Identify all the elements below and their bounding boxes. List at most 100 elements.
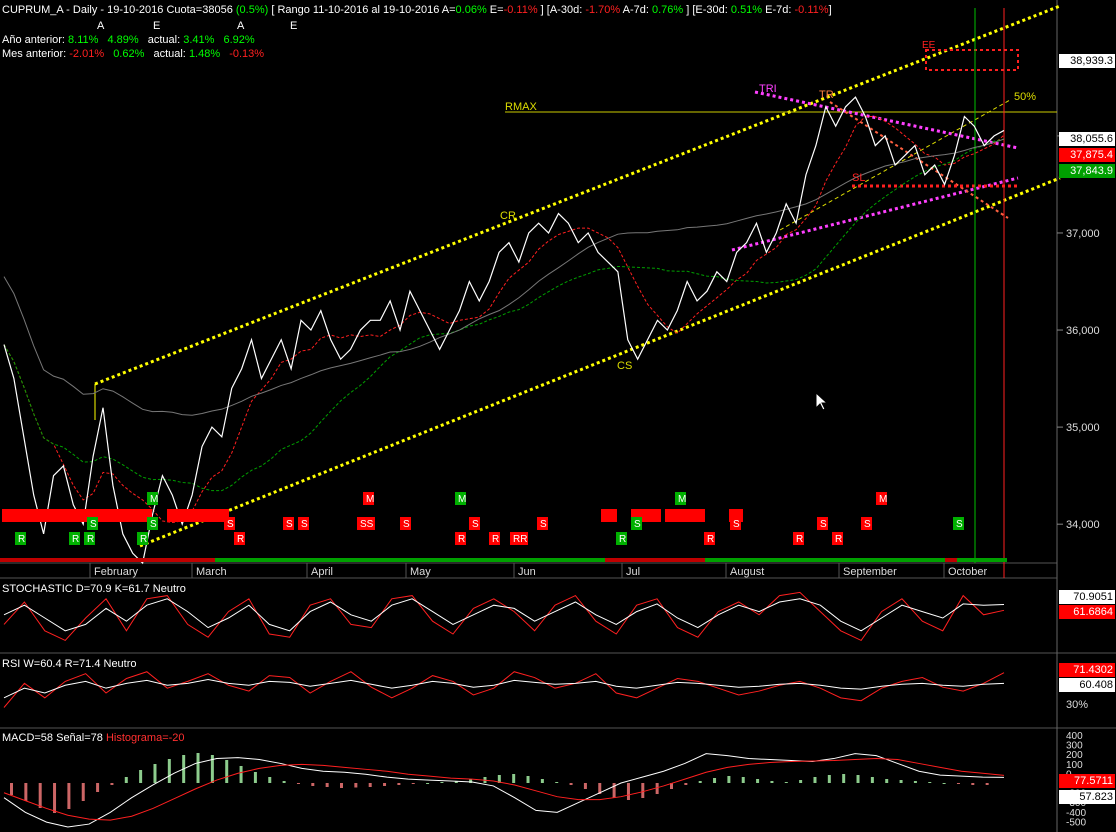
header-end: ] — [828, 4, 832, 16]
mes-actual-label: actual: — [153, 48, 186, 60]
regime-strip-green — [705, 558, 945, 562]
price-box-ma-red: 37,875.4 — [1059, 148, 1115, 162]
signal-marker-label: R — [835, 534, 842, 545]
rsi-r-line — [3, 671, 1005, 708]
mes-actual-e: -0.13% — [229, 48, 265, 60]
histogram-bar — [139, 770, 143, 783]
x-tick-label: March — [196, 566, 227, 578]
histogram-bar — [713, 778, 717, 783]
histogram-bar — [985, 783, 989, 785]
signal-marker-box — [817, 517, 828, 530]
x-tick-label: September — [843, 566, 897, 578]
signal-marker-label: S — [956, 519, 963, 530]
stoch-box-k: 61.6864 — [1059, 605, 1115, 619]
signal-marker-box — [69, 532, 80, 545]
signal-marker-box — [631, 517, 642, 530]
histogram-bar — [684, 783, 688, 785]
signal-marker-label: R — [87, 534, 94, 545]
histogram-bar — [555, 782, 559, 783]
stoch-box-d: 70.9051 — [1059, 590, 1115, 604]
ee-box — [925, 49, 1019, 71]
macd-lines — [3, 753, 1005, 828]
x-tick-label: October — [948, 566, 987, 578]
histogram-bar — [440, 782, 444, 783]
upper-channel-line — [94, 4, 1061, 386]
trend-bar — [167, 509, 229, 522]
a30-value: -1.70% — [585, 4, 621, 16]
price-box-ma-green: 37,843.9 — [1059, 164, 1115, 178]
mes-row: Mes anterior: -2.01% 0.62% actual: 1.48%… — [2, 48, 264, 60]
histogram-bar — [210, 755, 214, 783]
histogram-bar — [153, 764, 157, 783]
anio-row: Año anterior: 8.11% 4.89% actual: 3.41% … — [2, 34, 255, 46]
price-series — [3, 96, 1005, 565]
histogram-bar — [469, 779, 473, 783]
histogram-bar — [741, 777, 745, 783]
histogram-bar — [813, 777, 817, 783]
signal-marker-label: S — [733, 519, 740, 530]
col-header-e2: E — [290, 20, 298, 32]
regime-strip-red — [605, 558, 705, 562]
signal-marker-box — [283, 517, 294, 530]
signal-marker-box — [455, 492, 466, 505]
rmax-label: RMAX — [505, 101, 537, 113]
signal-marker-box — [537, 517, 548, 530]
signal-marker-box — [147, 492, 158, 505]
histogram-bar — [282, 781, 286, 783]
signal-marker-label: R — [72, 534, 79, 545]
y-tick-label: 37,000 — [1066, 228, 1100, 240]
rsi-y-tick-label: 30% — [1066, 699, 1088, 711]
rsi-title: RSI W=60.4 R=71.4 Neutro — [2, 658, 137, 670]
ma-short-line — [3, 115, 1005, 524]
signal-marker-box — [730, 517, 741, 530]
price-box-last: 38,055.6 — [1059, 132, 1115, 146]
signal-marker-box — [137, 532, 148, 545]
signal-marker-box — [84, 532, 95, 545]
signal-marker-box — [704, 532, 715, 545]
histogram-bar — [942, 783, 946, 784]
signal-marker-box — [87, 517, 98, 530]
histogram-bar — [81, 783, 85, 801]
x-tick-label: August — [730, 566, 764, 578]
a7-value: 0.76% — [651, 4, 684, 16]
e30-value: 0.51% — [730, 4, 763, 16]
histogram-bar — [641, 783, 645, 798]
histogram-bar — [24, 783, 28, 801]
e30-label: ] [E-30d: — [686, 4, 728, 16]
signal-marker-label: M — [366, 494, 374, 505]
x-tick-label: February — [94, 566, 139, 578]
price-annotations: RMAX CR CS TRI TR SL EE 50% — [500, 40, 1036, 372]
signal-marker-box — [298, 517, 309, 530]
histogram-bar — [67, 783, 71, 809]
anio-e: 4.89% — [107, 34, 139, 46]
histogram-bar — [526, 776, 530, 783]
histogram-bar — [383, 783, 387, 786]
price-line — [3, 96, 1005, 565]
signal-marker-box — [363, 492, 374, 505]
signal-marker-label: S — [634, 519, 641, 530]
signal-marker-box — [489, 532, 500, 545]
macd-line — [3, 753, 1005, 828]
signal-marker-box — [793, 532, 804, 545]
regime-strip-red — [945, 558, 957, 562]
trend-bar — [601, 509, 617, 522]
signal-marker-box — [861, 517, 872, 530]
signal-marker-label: R — [458, 534, 465, 545]
signal-marker-label: R — [18, 534, 25, 545]
signal-marker-label: S — [864, 519, 871, 530]
anio-actual-e: 6.92% — [223, 34, 255, 46]
histogram-bar — [426, 783, 430, 784]
histogram-bar — [253, 772, 257, 783]
signal-marker-label: S — [286, 519, 293, 530]
histogram-bar — [96, 783, 100, 792]
histogram-bar — [827, 775, 831, 783]
signal-marker-label: S — [150, 519, 157, 530]
histogram-bar — [756, 779, 760, 783]
ma-long-line — [3, 138, 1005, 492]
histogram-bar — [698, 781, 702, 783]
histogram-bar — [196, 753, 200, 783]
anio-actual-a: 3.41% — [183, 34, 215, 46]
signal-marker-box — [400, 517, 411, 530]
histogram-bar — [971, 783, 975, 785]
